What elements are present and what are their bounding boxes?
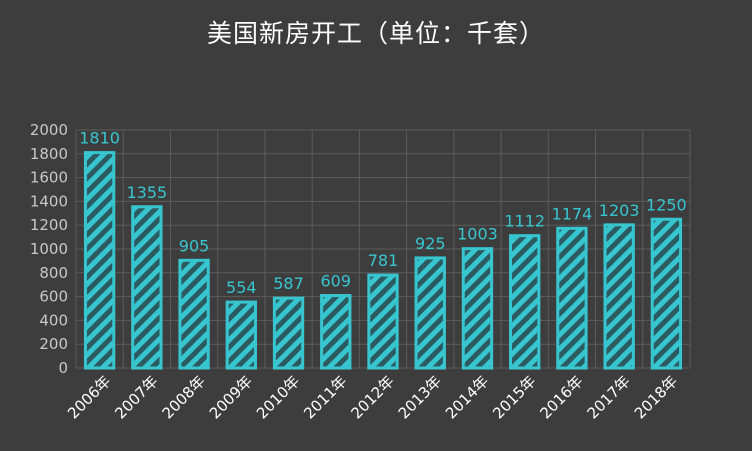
x-tick-label: 2010年: [253, 372, 303, 422]
bar: [272, 296, 305, 370]
x-tick-label: 2008年: [159, 372, 209, 422]
bar: [556, 226, 588, 370]
x-tick-label: 2009年: [206, 372, 256, 422]
data-label: 1203: [599, 201, 640, 220]
bar: [83, 151, 116, 370]
y-tick-label: 1600: [30, 169, 68, 187]
x-tick-label: 2013年: [395, 372, 445, 422]
x-tick-label: 2006年: [64, 372, 114, 422]
bar: [414, 256, 446, 370]
bar: [320, 294, 352, 370]
bar: [603, 223, 635, 370]
y-tick-label: 2000: [30, 121, 68, 139]
data-label: 1355: [126, 183, 167, 202]
data-labels: 1810 1355 905 554 587 609 781 925 1003 1112 1174 12…: [79, 129, 686, 297]
x-tick-label: 2011年: [300, 372, 350, 422]
grid: [75, 129, 691, 369]
y-tick-label: 1800: [30, 145, 68, 163]
y-axis: 0 200 400 600 800 1000 1200 1400 1600 1800 2000: [30, 121, 68, 377]
data-label: 925: [415, 234, 446, 253]
x-tick-label: 2012年: [347, 372, 397, 422]
bar: [367, 273, 399, 370]
y-tick-label: 1400: [30, 192, 68, 210]
data-label: 1250: [646, 195, 687, 214]
bar: [509, 234, 541, 370]
data-label: 554: [226, 278, 257, 297]
x-tick-label: 2014年: [442, 372, 492, 422]
y-tick-label: 200: [39, 335, 68, 353]
y-tick-label: 400: [39, 311, 68, 329]
data-label: 1174: [552, 204, 593, 223]
bar: [461, 247, 494, 370]
x-tick-label: 2016年: [536, 372, 586, 422]
data-label: 781: [368, 251, 399, 270]
bar: [131, 205, 163, 370]
x-tick-label: 2017年: [584, 372, 634, 422]
y-tick-label: 800: [39, 264, 68, 282]
bar: [178, 258, 210, 370]
data-label: 1003: [457, 225, 498, 244]
data-label: 1112: [504, 212, 545, 231]
y-tick-label: 1200: [30, 216, 68, 234]
x-tick-label: 2018年: [631, 372, 681, 422]
x-tick-label: 2015年: [489, 372, 539, 422]
x-axis: 2006年2007年2008年2009年2010年2011年2012年2013年…: [64, 372, 681, 422]
data-label: 587: [273, 274, 304, 293]
data-label: 1810: [79, 129, 120, 148]
y-tick-label: 0: [58, 359, 68, 377]
x-tick-label: 2007年: [111, 372, 161, 422]
y-tick-label: 1000: [30, 240, 68, 258]
chart-title: 美国新房开工（单位：千套）: [206, 19, 545, 48]
y-tick-label: 600: [39, 288, 68, 306]
bar: [650, 217, 683, 370]
bars: [83, 151, 683, 370]
data-label: 609: [320, 272, 351, 291]
bar: [225, 300, 257, 370]
data-label: 905: [179, 236, 210, 255]
